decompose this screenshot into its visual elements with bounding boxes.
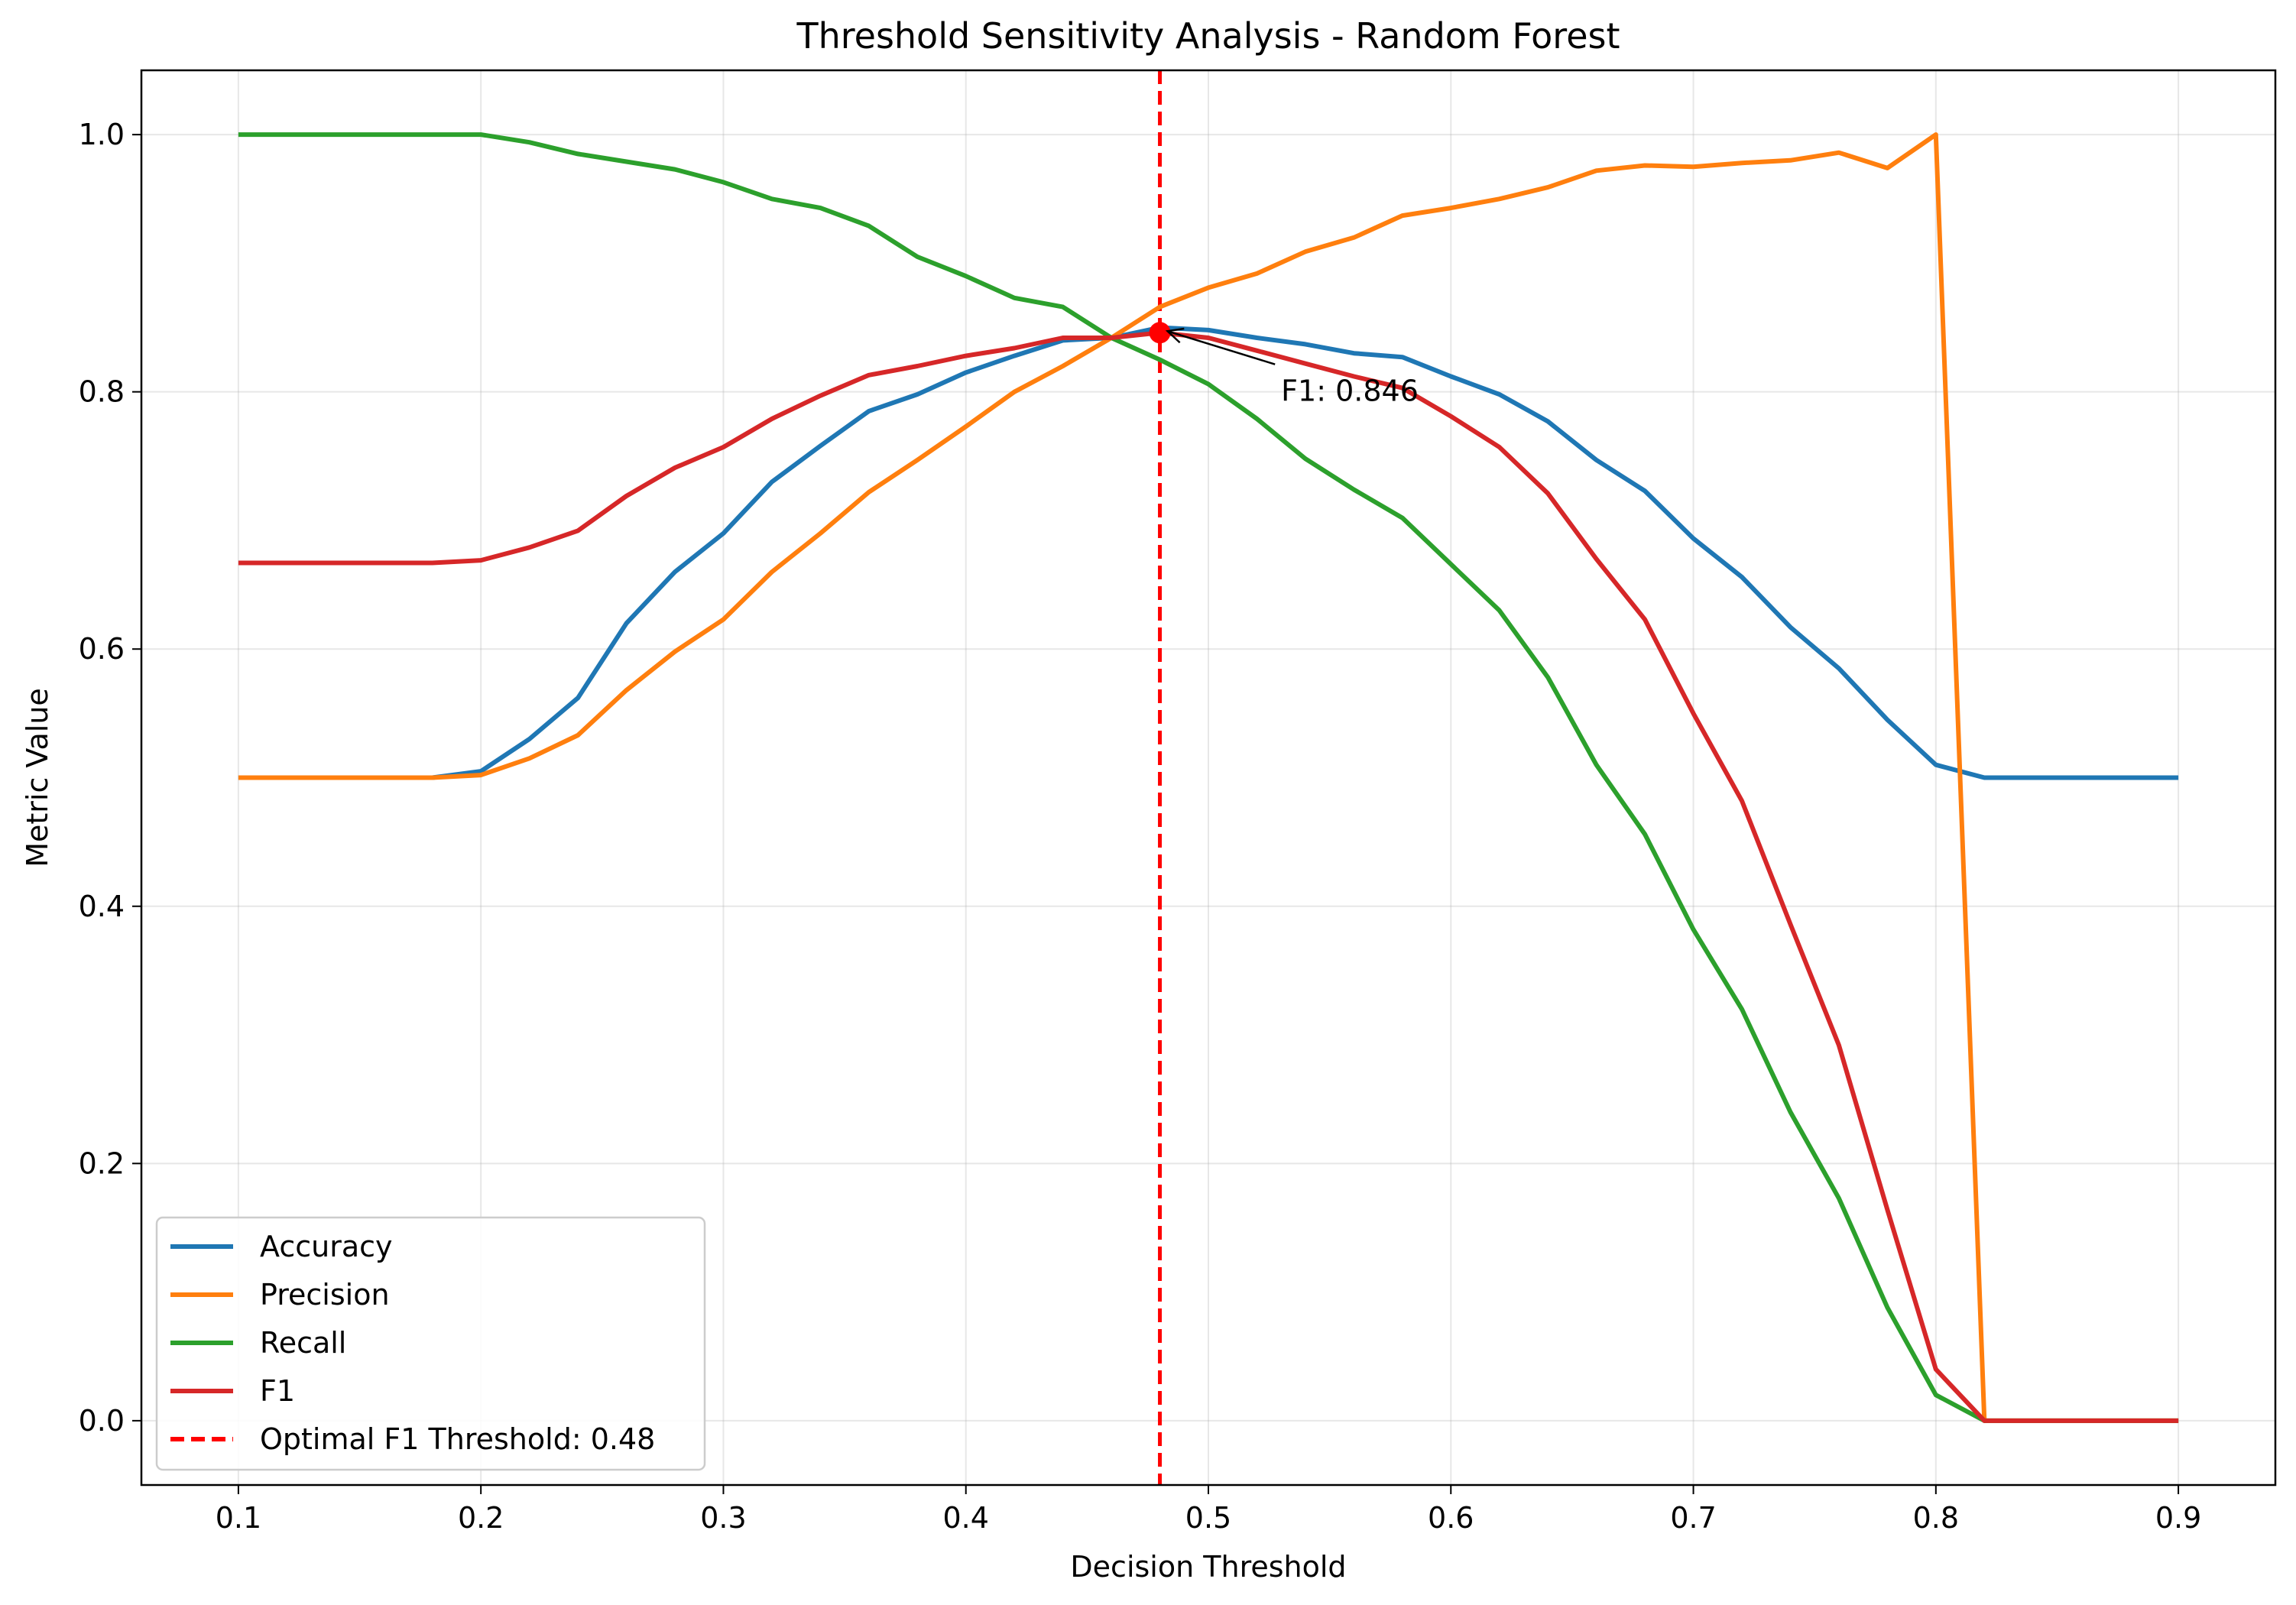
- x-axis-title: Decision Threshold: [1070, 1550, 1346, 1584]
- y-tick-label-2: 0.4: [79, 890, 125, 923]
- legend-label-optimal-f1-threshold-0-48: Optimal F1 Threshold: 0.48: [260, 1422, 655, 1456]
- x-tick-label-1: 0.2: [458, 1501, 504, 1535]
- grid: [141, 70, 2275, 1485]
- legend-label-recall: Recall: [260, 1326, 346, 1360]
- x-tick-label-0: 0.1: [216, 1501, 261, 1535]
- series-line-precision: [238, 132, 2179, 1423]
- optimal-f1-point: [1149, 322, 1171, 344]
- annotation-arrow-shaft: [1167, 330, 1276, 365]
- y-tick-label-0: 0.0: [79, 1404, 125, 1438]
- x-tick-label-5: 0.6: [1428, 1501, 1474, 1535]
- x-tick-label-2: 0.3: [700, 1501, 746, 1535]
- axis-ticks: 0.1 0.2 0.3 0.4 0.5 0.6 0.7 0.8 0.9 0.0 0.2 0.4 0.6 0…: [79, 118, 2202, 1535]
- y-tick-label-5: 1.0: [79, 118, 125, 151]
- legend-box: [155, 1216, 706, 1471]
- marker-layer: [1149, 322, 1171, 344]
- chart-title: Threshold Sensitivity Analysis - Random …: [796, 15, 1620, 57]
- series-line-accuracy: [238, 325, 2179, 780]
- x-tick-label-8: 0.9: [2155, 1501, 2201, 1535]
- legend-label-precision: Precision: [260, 1278, 390, 1312]
- series-line-recall: [238, 132, 2179, 1423]
- annotation-arrow-head: [1165, 327, 1185, 344]
- legend-label-f1: F1: [260, 1374, 295, 1408]
- annotation-f1-label: F1: 0.846: [1281, 374, 1419, 408]
- y-tick-label-4: 0.8: [79, 375, 125, 409]
- annotation-layer: F1: 0.846: [1165, 327, 1419, 408]
- legend: Accuracy Precision Recall F1 Optimal F1 Thre…: [155, 1216, 706, 1471]
- y-tick-label-1: 0.2: [79, 1146, 125, 1180]
- x-tick-label-3: 0.4: [943, 1501, 989, 1535]
- x-tick-label-4: 0.5: [1185, 1501, 1231, 1535]
- series-layer: [238, 132, 2179, 1423]
- series-line-f1: [238, 330, 2179, 1423]
- legend-label-accuracy: Accuracy: [260, 1230, 393, 1263]
- y-axis-title: Metric Value: [21, 688, 54, 867]
- x-tick-label-7: 0.8: [1913, 1501, 1959, 1535]
- x-tick-label-6: 0.7: [1670, 1501, 1716, 1535]
- y-tick-label-3: 0.6: [79, 632, 125, 666]
